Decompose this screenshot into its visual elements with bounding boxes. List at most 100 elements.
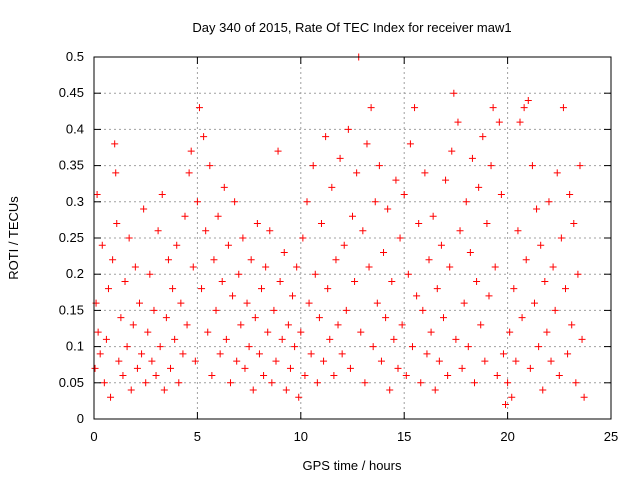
data-point [543, 328, 551, 336]
data-point [169, 285, 177, 293]
data-point [187, 147, 195, 155]
data-point [423, 350, 431, 358]
data-point [433, 285, 441, 293]
y-tick-label: 0.2 [66, 266, 84, 281]
data-point [175, 379, 183, 387]
data-point [417, 379, 425, 387]
data-point [456, 227, 464, 235]
data-point [299, 234, 307, 242]
data-point [235, 270, 243, 278]
data-point [502, 401, 510, 409]
y-tick-label: 0 [77, 411, 84, 426]
data-point [413, 292, 421, 300]
x-tick-label: 5 [194, 429, 201, 444]
data-point [303, 198, 311, 206]
data-point [394, 364, 402, 372]
data-point [222, 335, 230, 343]
x-axis-label: GPS time / hours [303, 458, 402, 473]
data-point [400, 191, 408, 199]
data-point [293, 263, 301, 271]
data-point [193, 198, 201, 206]
data-point [98, 241, 106, 249]
data-point [216, 350, 224, 358]
data-point [307, 350, 315, 358]
data-point [167, 364, 175, 372]
data-point [131, 263, 139, 271]
data-point [549, 263, 557, 271]
data-point [479, 133, 487, 141]
data-point [518, 314, 526, 322]
data-point [315, 314, 323, 322]
data-point [512, 357, 520, 365]
y-tick-label: 0.1 [66, 339, 84, 354]
data-point [493, 372, 501, 380]
data-point [471, 379, 479, 387]
data-point [253, 220, 261, 228]
y-tick-label: 0.45 [59, 85, 84, 100]
data-point [382, 314, 390, 322]
data-point [415, 220, 423, 228]
data-point [504, 379, 512, 387]
data-point [286, 364, 294, 372]
data-point [181, 212, 189, 220]
data-point [255, 350, 263, 358]
data-point [322, 133, 330, 141]
y-tick-label: 0.25 [59, 230, 84, 245]
data-point [173, 241, 181, 249]
data-point [392, 176, 400, 184]
data-point [564, 350, 572, 358]
data-point [210, 256, 218, 264]
data-point [427, 328, 435, 336]
data-point [224, 241, 232, 249]
data-point [535, 343, 543, 351]
data-point [462, 198, 470, 206]
plot-frame [93, 56, 612, 420]
x-tick-label: 0 [90, 429, 97, 444]
y-tick-label: 0.5 [66, 49, 84, 64]
data-point [206, 162, 214, 170]
data-point [450, 89, 458, 97]
data-point [553, 169, 561, 177]
data-point [109, 256, 117, 264]
data-point [297, 328, 305, 336]
data-point [121, 277, 129, 285]
data-point [377, 357, 385, 365]
data-point [162, 314, 170, 322]
data-point [481, 357, 489, 365]
data-point [373, 299, 381, 307]
data-point [555, 372, 563, 380]
data-point [138, 350, 146, 358]
data-point [375, 162, 383, 170]
data-point [152, 372, 160, 380]
data-point [570, 220, 578, 228]
data-point [369, 343, 377, 351]
data-point [425, 256, 433, 264]
data-point [533, 205, 541, 213]
data-point [117, 314, 125, 322]
data-point [154, 227, 162, 235]
data-point [559, 104, 567, 112]
data-point [388, 277, 396, 285]
data-point [280, 248, 288, 256]
data-point [258, 285, 266, 293]
data-point [125, 234, 133, 242]
data-point [429, 212, 437, 220]
data-point [431, 386, 439, 394]
data-point [218, 277, 226, 285]
data-point [195, 104, 203, 112]
data-point [539, 386, 547, 394]
data-point [338, 350, 346, 358]
data-point [115, 357, 123, 365]
grid [94, 57, 611, 419]
data-point [497, 191, 505, 199]
data-point [489, 104, 497, 112]
data-point [274, 147, 282, 155]
data-point [94, 328, 102, 336]
data-point [495, 118, 503, 126]
y-tick-label: 0.05 [59, 375, 84, 390]
data-point [390, 335, 398, 343]
data-point [241, 364, 249, 372]
data-point [189, 263, 197, 271]
data-point [123, 343, 131, 351]
